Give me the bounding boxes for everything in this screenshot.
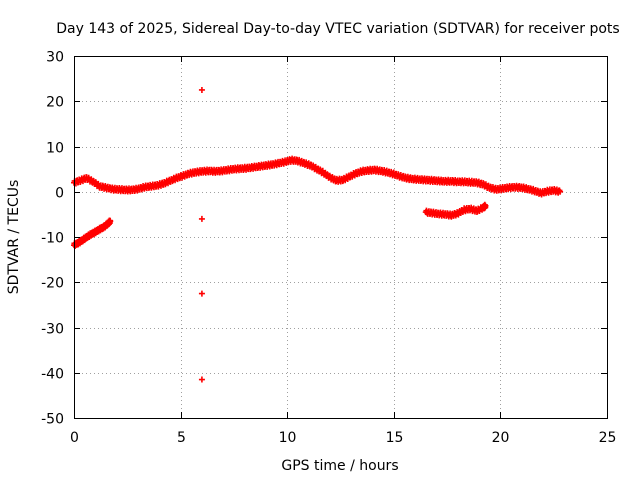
data-point bbox=[198, 215, 205, 222]
y-axis-label: SDTVAR / TECUs bbox=[6, 180, 22, 295]
plot-frame bbox=[74, 56, 608, 419]
y-tick-label: -30 bbox=[41, 322, 64, 338]
x-tick-label: 20 bbox=[492, 430, 510, 446]
grid bbox=[74, 56, 607, 418]
y-tick-label: -20 bbox=[41, 276, 64, 292]
data-point bbox=[557, 188, 564, 195]
x-axis-label: GPS time / hours bbox=[281, 458, 398, 474]
y-tick-label: -50 bbox=[41, 412, 64, 428]
data-marks bbox=[71, 86, 564, 383]
data-point bbox=[107, 218, 114, 225]
x-tick-label: 25 bbox=[599, 430, 617, 446]
x-tick-label: 5 bbox=[177, 430, 186, 446]
series-isolated-points bbox=[198, 86, 205, 383]
series-main-band bbox=[71, 155, 564, 198]
y-tick-label: 10 bbox=[46, 141, 64, 157]
data-point bbox=[198, 376, 205, 383]
y-tick-label: 20 bbox=[46, 95, 64, 111]
x-tick-label: 0 bbox=[70, 430, 79, 446]
chart-title: Day 143 of 2025, Sidereal Day-to-day VTE… bbox=[56, 21, 619, 37]
y-tick-label: 0 bbox=[55, 186, 64, 202]
series-descending-segment bbox=[71, 217, 114, 249]
x-tick-label: 10 bbox=[279, 430, 297, 446]
data-point bbox=[198, 86, 205, 93]
axis-ticks: 0 5 10 15 20 25 -50 -40 -30 -20 -10 0 10 20 30 bbox=[41, 50, 616, 447]
y-tick-label: 30 bbox=[46, 50, 64, 66]
y-tick-label: -40 bbox=[41, 367, 64, 383]
y-tick-label: -10 bbox=[41, 231, 64, 247]
data-point bbox=[482, 202, 489, 209]
data-point bbox=[198, 290, 205, 297]
x-tick-label: 15 bbox=[386, 430, 404, 446]
series-lower-arc bbox=[422, 201, 489, 220]
